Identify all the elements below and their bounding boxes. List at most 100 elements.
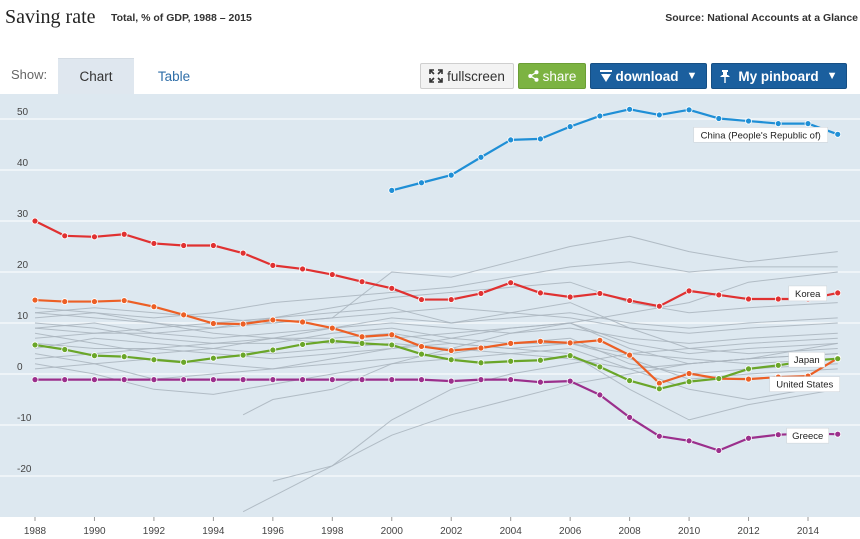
data-point [626,351,634,359]
x-tick-label: 2014 [797,526,820,537]
data-point [834,355,842,363]
background-series-line [34,261,838,319]
x-tick-label: 1990 [83,526,106,537]
data-point [447,171,455,179]
data-point [477,344,485,352]
background-series-line [34,307,838,334]
data-point [91,376,98,384]
data-point [626,297,634,304]
share-label: share [542,68,577,84]
x-tick-label: 1994 [202,526,225,537]
data-point [120,376,128,384]
data-point [834,130,842,138]
share-button[interactable]: share [518,63,586,89]
chart-area: 50 40 30 20 10 0 -10 -20 1988 1990 1992 1994 1996 199… [0,94,860,539]
data-point [328,337,336,345]
data-point [774,431,782,439]
data-point [120,353,128,361]
x-tick-label: 2012 [737,526,760,537]
data-point [120,297,128,304]
x-tick-label: 2010 [678,526,701,537]
series-line-japan [34,298,839,385]
series-line-united-states [34,339,838,390]
data-point [388,187,396,194]
data-point [299,265,306,273]
data-point [418,179,425,187]
data-point [685,437,693,445]
download-icon [599,69,612,83]
data-point [61,232,69,240]
data-point [715,447,723,454]
background-series-line [34,347,838,401]
pinboard-button[interactable]: My pinboard ▼ [711,63,847,89]
data-point [150,303,158,311]
annotation-label: United States [776,380,833,391]
fullscreen-button[interactable]: fullscreen [420,63,514,89]
data-point [269,376,277,384]
data-point [299,341,306,348]
data-point [358,339,366,347]
annotation-label: China (People's Republic of) [701,130,821,141]
data-point [745,434,752,442]
data-point [418,296,425,303]
data-point [91,233,98,241]
data-point [269,346,277,354]
chart-source: Source: National Accounts at a Glance [665,12,858,24]
data-point [507,339,515,347]
data-point [61,346,69,353]
tab-chart[interactable]: Chart [58,58,134,94]
data-point [834,430,842,438]
tab-table[interactable]: Table [157,68,191,84]
data-point [774,361,782,369]
series-line-china-people-s-republic-of [391,108,839,192]
data-point [447,296,455,303]
data-point [596,290,604,297]
data-point [91,298,98,305]
background-series-line [34,302,838,355]
data-point [209,242,217,249]
data-point [418,376,425,384]
data-point [655,385,663,393]
data-point [358,278,366,286]
download-label: download [615,68,679,84]
background-series-line [34,235,838,334]
data-point [31,341,39,349]
x-tick-label: 1998 [321,526,344,537]
data-point [566,339,574,347]
pinboard-label: My pinboard [738,68,819,84]
data-point [804,120,812,127]
download-button[interactable]: download ▼ [590,63,707,89]
data-point [834,289,842,297]
x-tick-label: 2008 [618,526,641,537]
chart-header: Saving rate Total, % of GDP, 1988 – 2015… [0,0,860,38]
y-tick-label: 30 [17,209,29,220]
x-tick-label: 1996 [262,526,285,537]
data-point [180,376,188,384]
data-point [239,351,247,359]
y-tick-label: -10 [17,413,32,424]
data-point [180,242,188,249]
y-tick-label: -20 [17,464,32,475]
data-point [596,391,604,399]
data-point [655,379,663,387]
plot-background [0,94,860,517]
data-point [477,359,485,367]
data-point [507,136,515,144]
data-point [537,289,544,297]
data-point [507,357,515,365]
data-point [537,356,544,364]
data-point [239,249,247,257]
series-line-greece [35,378,838,452]
data-point [626,413,634,421]
data-point [209,354,217,362]
data-point [477,376,485,384]
data-point [655,302,663,310]
data-point [566,123,574,131]
annotation-box [788,285,828,302]
data-point [299,376,306,384]
data-point [209,320,217,327]
data-point [61,376,69,384]
data-point [537,337,544,345]
data-point [358,376,366,384]
